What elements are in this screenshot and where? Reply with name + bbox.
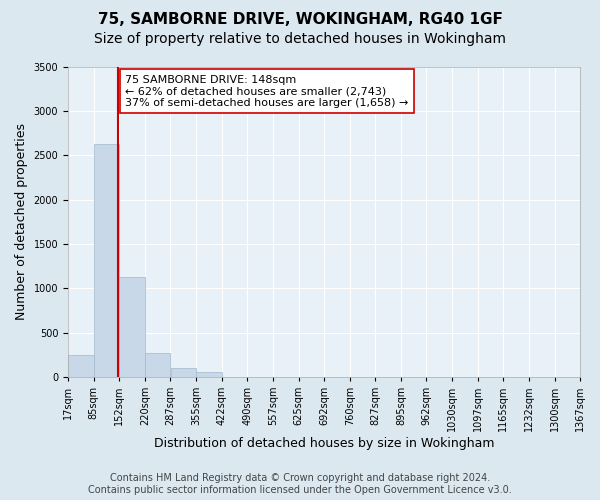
- Text: Contains HM Land Registry data © Crown copyright and database right 2024.
Contai: Contains HM Land Registry data © Crown c…: [88, 474, 512, 495]
- Bar: [196, 372, 221, 377]
- X-axis label: Distribution of detached houses by size in Wokingham: Distribution of detached houses by size …: [154, 437, 494, 450]
- Text: Size of property relative to detached houses in Wokingham: Size of property relative to detached ho…: [94, 32, 506, 46]
- Y-axis label: Number of detached properties: Number of detached properties: [15, 123, 28, 320]
- Bar: [119, 276, 145, 377]
- Bar: [68, 354, 94, 377]
- Text: 75, SAMBORNE DRIVE, WOKINGHAM, RG40 1GF: 75, SAMBORNE DRIVE, WOKINGHAM, RG40 1GF: [98, 12, 502, 28]
- Bar: [94, 144, 119, 377]
- Bar: [170, 368, 196, 377]
- Text: 75 SAMBORNE DRIVE: 148sqm
← 62% of detached houses are smaller (2,743)
37% of se: 75 SAMBORNE DRIVE: 148sqm ← 62% of detac…: [125, 74, 409, 108]
- Bar: [145, 353, 170, 377]
